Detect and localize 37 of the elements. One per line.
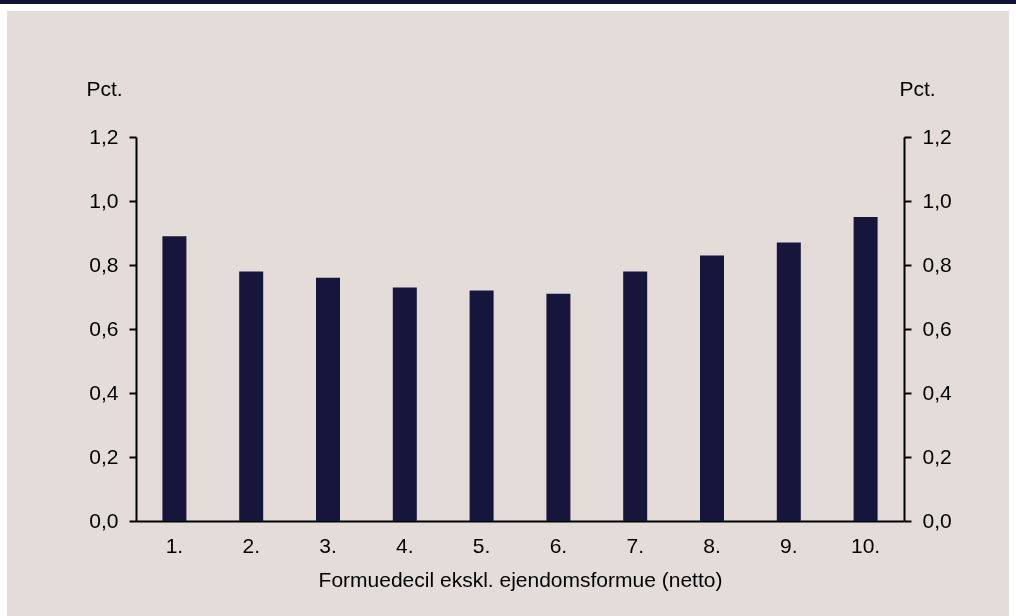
bar: [700, 255, 724, 521]
x-axis-title: Formuedecil ekskl. ejendomsformue (netto): [318, 567, 723, 591]
x-tick-label: 4.: [396, 533, 414, 557]
x-tick-label: 5.: [472, 533, 491, 557]
y2-tick-label: 1,2: [922, 124, 952, 148]
x-tick-label: 3.: [319, 533, 337, 557]
x-tick-label: 7.: [626, 533, 644, 557]
y2-tick-label: 0,2: [922, 444, 952, 468]
y2-tick-label: 0,0: [922, 508, 952, 532]
x-tick-label: 6.: [549, 533, 568, 557]
y-axis-title: Pct.: [86, 76, 123, 100]
x-tick-label: 10.: [851, 533, 881, 557]
y-tick-label: 0,4: [89, 380, 119, 404]
y-tick-label: 1,0: [89, 188, 119, 212]
y2-tick-label: 0,6: [922, 316, 952, 340]
y2-axis-title: Pct.: [899, 76, 936, 100]
bar: [392, 287, 417, 521]
y2-tick-label: 1,0: [922, 188, 952, 212]
y-tick-label: 0,0: [89, 508, 119, 532]
y-tick-label: 0,8: [89, 252, 119, 276]
bar: [853, 217, 878, 521]
bar: [623, 271, 648, 521]
bar: [316, 277, 340, 521]
x-tick-label: 2.: [242, 533, 260, 557]
bar: [162, 236, 187, 521]
y-tick-label: 0,6: [89, 316, 119, 340]
y2-tick-label: 0,4: [922, 380, 953, 404]
x-tick-label: 9.: [780, 533, 798, 557]
bar: [239, 271, 264, 521]
x-tick-label: 8.: [703, 533, 721, 557]
x-tick-label: 1.: [165, 533, 184, 557]
bar: [546, 293, 571, 521]
y-tick-label: 1,2: [89, 124, 119, 148]
bar: [469, 290, 494, 521]
y-tick-label: 0,2: [89, 444, 119, 468]
y2-tick-label: 0,8: [922, 252, 952, 276]
bar: [776, 242, 801, 521]
